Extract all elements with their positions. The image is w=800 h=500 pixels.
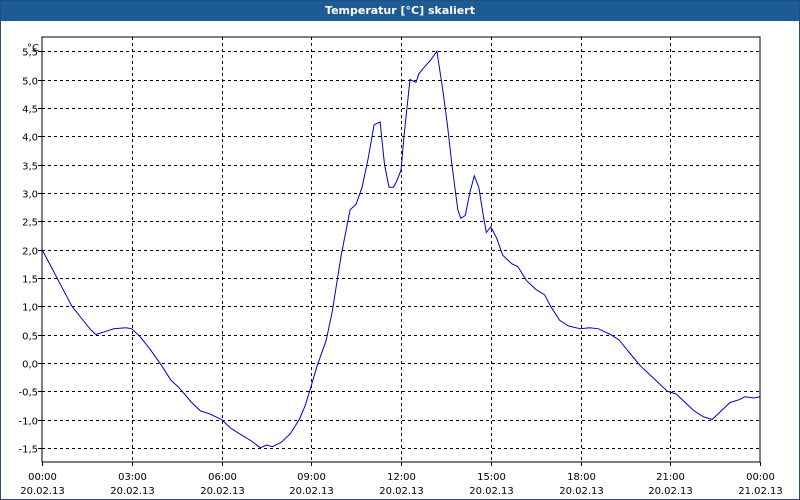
x-tick-date-label: 20.02.13	[20, 486, 65, 497]
x-tick-date-label: 20.02.13	[379, 486, 424, 497]
y-tick-label: 3,5	[22, 162, 38, 173]
x-tick-date-label: 20.02.13	[469, 486, 514, 497]
x-tick-time-label: 18:00	[567, 472, 596, 483]
y-tick-label: -1,0	[18, 417, 38, 428]
y-tick-label: 5,0	[22, 77, 38, 88]
x-tick-date-label: 21.02.13	[738, 486, 783, 497]
x-tick-time-label: 06:00	[208, 472, 237, 483]
y-axis-unit-label: °C	[27, 43, 39, 54]
grid	[41, 36, 761, 463]
y-tick-label: 5,5	[22, 48, 38, 59]
temperature-series-line	[41, 49, 761, 449]
y-tick-label: 2,0	[22, 247, 38, 258]
y-tick-label: -0,5	[18, 388, 38, 399]
y-axis: 5,5 5,0 4,5 4,0 3,5 3,0 2,5 2,0 1,5 1,0 0,5 0,0 -0,5…	[18, 48, 42, 456]
y-tick-label: 3,0	[22, 190, 38, 201]
y-tick-label: 4,0	[22, 133, 38, 144]
x-tick-time-label: 03:00	[118, 472, 147, 483]
x-tick-date-label: 20.02.13	[648, 486, 693, 497]
x-tick-date-label: 20.02.13	[200, 486, 245, 497]
temperature-chart: 5,5 5,0 4,5 4,0 3,5 3,0 2,5 2,0 1,5 1,0 0,5 0,0 -0,5…	[18, 36, 783, 497]
x-tick-time-label: 09:00	[297, 472, 326, 483]
x-tick-time-label: 00:00	[28, 472, 57, 483]
y-tick-label: 1,5	[22, 275, 38, 286]
x-tick-date-label: 20.02.13	[289, 486, 334, 497]
y-tick-label: 4,5	[22, 105, 38, 116]
window-title: Temperatur [°C] skaliert	[1, 1, 799, 21]
y-tick-label: 0,5	[22, 332, 38, 343]
y-tick-label: 0,0	[22, 360, 38, 371]
x-tick-time-label: 00:00	[746, 472, 775, 483]
y-tick-label: 2,5	[22, 218, 38, 229]
x-axis: 00:00 20.02.13 03:00 20.02.13 06:00 20.02.13 0…	[20, 462, 783, 497]
x-tick-date-label: 20.02.13	[110, 486, 155, 497]
x-tick-time-label: 12:00	[387, 472, 416, 483]
x-tick-time-label: 21:00	[656, 472, 685, 483]
y-tick-label: -1,5	[18, 445, 38, 456]
x-tick-date-label: 20.02.13	[559, 486, 604, 497]
y-tick-label: 1,0	[22, 303, 38, 314]
x-tick-time-label: 15:00	[477, 472, 506, 483]
